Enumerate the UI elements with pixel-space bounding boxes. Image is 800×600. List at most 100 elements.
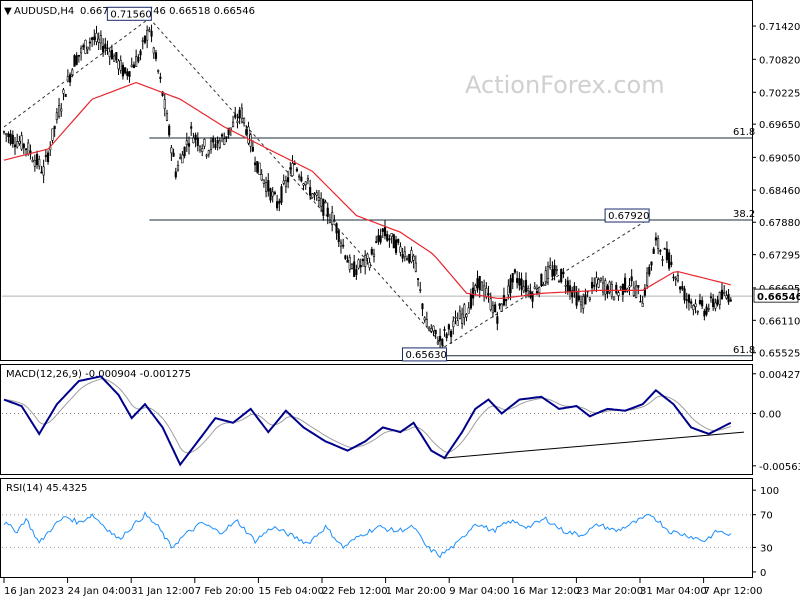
fib-label: 61.8 [733,345,755,356]
rsi-title: RSI(14) 45.4325 [6,483,87,494]
candle-body [339,242,343,247]
candle-body [670,261,673,265]
candle-body [291,163,294,177]
candle-body [496,316,499,324]
candle-body [57,105,61,117]
candle-body [267,180,270,192]
candle-body [577,295,580,301]
axis-layer: 0.71420 0.70820 0.70225 0.69650 0.69050 0.684… [3,22,800,597]
candle-body [163,99,166,109]
candle-body [42,166,45,176]
price-y-tick-label: 0.69050 [759,153,800,164]
candle-body [198,145,202,151]
candle-body [361,258,365,262]
candle-body [93,36,96,40]
x-tick-label: 31 Mar 04:00 [640,586,707,597]
candle-body [595,277,598,285]
candle-body [701,300,704,307]
candle-body [102,45,105,53]
candle-body [320,197,323,207]
candle-body [544,270,547,283]
macd-panel-frame [0,364,753,475]
candle-body [414,262,417,272]
candle-body [648,266,651,275]
candle-body [535,291,539,294]
price-y-tick-label: 0.70820 [759,55,800,66]
candle-body [143,35,147,43]
candle-body [372,253,376,257]
candle-body [425,319,428,327]
candle-body [487,293,490,296]
candle-body [227,127,230,136]
candle-body [650,261,653,266]
price-label-text: 0.71560 [110,9,151,20]
candle-body [121,64,124,77]
x-tick-label: 16 Jan 2023 [4,586,64,597]
candle-body [328,220,332,223]
candle-body [73,55,76,67]
candle-body [309,187,312,196]
candle-body [322,199,325,216]
candle-body [454,316,457,319]
candle-body [69,74,72,83]
candle-body [108,51,111,58]
candle-body [104,43,107,49]
candle-body [35,154,39,166]
candle-body [139,50,142,56]
candle-body [712,298,715,308]
candle-body [313,193,316,195]
candle-body [176,165,180,171]
candle-body [223,138,226,145]
candle-body [271,191,274,197]
candle-body [289,167,292,170]
dashed-trendline [3,17,150,128]
macd-y-tick-label: -0.005635 [759,462,800,473]
candle-body [11,134,14,144]
candle-body [24,148,28,151]
candle-body [476,278,479,289]
candle-body [685,299,688,301]
candle-body [538,287,541,294]
candle-body [130,64,133,67]
rsi-y-tick-label: 30 [760,543,773,554]
price-label-box [106,6,152,21]
candle-body [214,143,217,148]
candle-body [716,299,719,305]
candle-body [408,253,411,263]
candle-body [157,70,160,72]
dashed-trendline [148,17,445,348]
candle-body [174,171,177,178]
candle-body [540,273,543,286]
candle-body [353,261,356,277]
candle-body [590,282,594,289]
candle-body [276,201,279,209]
x-tick-label: 7 Apr 12:00 [704,586,763,597]
candle-body [593,284,596,287]
candle-body [502,295,506,306]
candle-body [95,32,98,43]
candle-body [238,109,241,118]
macd-y-tick-label: 0.00 [759,410,781,421]
candle-body [183,146,186,157]
candle-body [683,288,686,301]
macd-signal-line [3,378,731,454]
candle-body [165,113,169,121]
candle-body [179,157,182,160]
candle-body [364,255,367,267]
symbol-label: AUDUSD,H4 [14,6,74,17]
moving-average-line [3,81,731,300]
candle-body [150,30,153,37]
candle-body [377,235,380,242]
ohlc-header: 0.66737 0.66746 0.66518 0.66546 [80,6,255,17]
candle-body [135,56,138,67]
candle-body [427,327,431,331]
candle-body [333,220,336,222]
candle-body [40,171,43,174]
candle-body [615,284,618,294]
candle-body [295,168,298,172]
candle-body [375,241,378,243]
candle-body [423,317,426,321]
candle-body [225,136,228,139]
macd-y-tick-label: 0.004278 [759,370,800,381]
candle-body [632,287,635,296]
